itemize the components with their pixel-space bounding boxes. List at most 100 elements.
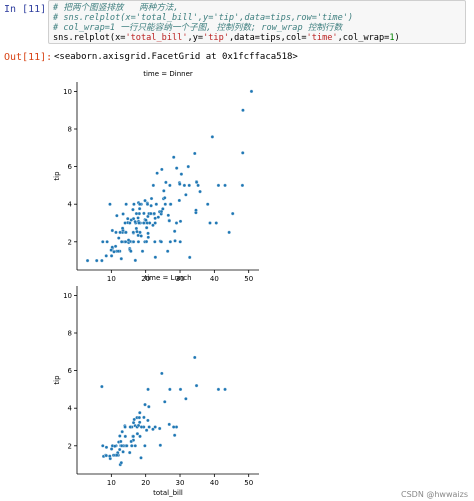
data-point-0-128 (113, 244, 118, 249)
data-point-0-49 (144, 225, 149, 230)
data-point-1-17 (120, 429, 124, 434)
data-point-0-142 (112, 250, 116, 254)
data-point-0-125 (149, 211, 153, 216)
data-point-0-133 (126, 238, 131, 242)
data-point-0-137 (133, 219, 137, 224)
data-point-1-80 (143, 402, 147, 407)
data-point-1-79 (131, 420, 136, 425)
x-tick-label-1-2: 30 (176, 479, 185, 487)
data-point-0-123 (136, 240, 141, 244)
data-point-1-52 (167, 422, 171, 427)
data-point-0-139 (128, 221, 132, 225)
data-point-0-87 (171, 155, 176, 159)
data-point-1-30 (132, 417, 136, 422)
data-point-0-94 (178, 182, 182, 186)
data-point-0-101 (187, 183, 191, 188)
data-point-0-65 (153, 255, 158, 259)
data-point-1-22 (123, 425, 127, 429)
data-point-1-87 (131, 434, 136, 439)
data-point-0-43 (140, 249, 145, 253)
data-point-0-151 (118, 230, 122, 235)
code-mid-3: ,col_wrap= (337, 33, 390, 43)
data-point-0-108 (198, 189, 202, 194)
facet-title-0: time = Dinner (143, 70, 193, 78)
data-point-0-37 (137, 206, 142, 211)
data-point-0-152 (110, 228, 115, 233)
data-point-0-119 (241, 108, 245, 112)
data-point-0-41 (139, 234, 143, 238)
data-point-0-57 (149, 203, 153, 208)
data-point-1-77 (124, 444, 129, 448)
data-point-1-83 (119, 460, 124, 465)
code-string-time: 'time' (306, 33, 338, 43)
x-tick-label-1-3: 40 (210, 479, 219, 487)
data-point-0-36 (137, 211, 142, 216)
data-point-0-155 (123, 221, 127, 225)
data-point-0-131 (109, 248, 113, 252)
data-point-1-41 (142, 415, 146, 420)
data-point-1-49 (157, 426, 162, 431)
data-point-0-115 (227, 230, 231, 235)
data-point-0-33 (136, 216, 140, 220)
x-tick-label-0-4: 50 (244, 275, 253, 283)
data-point-0-157 (134, 211, 139, 216)
data-point-0-120 (249, 89, 254, 94)
data-point-0-116 (230, 211, 235, 216)
data-point-1-39 (139, 456, 143, 460)
data-point-0-113 (216, 183, 221, 188)
data-point-0-84 (168, 240, 173, 244)
y-axis-label-0: tip (53, 171, 61, 181)
data-point-0-1 (94, 258, 99, 263)
data-point-1-35 (136, 423, 141, 428)
code-mid-2: ,data=tips,col= (228, 33, 307, 43)
y-tick-label-1-4: 10 (63, 292, 72, 300)
data-point-1-0 (101, 444, 105, 448)
y-tick-label-0-4: 10 (63, 88, 72, 96)
output-repr: <seaborn.axisgrid.FacetGrid at 0x1fcffac… (54, 52, 298, 62)
code-string-tip: 'tip' (203, 33, 229, 43)
data-point-0-10 (119, 256, 124, 261)
data-point-1-58 (193, 355, 197, 360)
data-point-0-53 (146, 235, 151, 240)
data-point-0-79 (165, 249, 170, 253)
data-point-1-51 (163, 400, 167, 404)
data-point-0-56 (147, 221, 152, 225)
data-point-1-89 (115, 453, 119, 457)
data-point-0-99 (184, 193, 188, 197)
data-point-1-5 (109, 447, 114, 451)
data-point-0-32 (135, 229, 139, 234)
data-point-1-38 (138, 434, 142, 439)
data-point-1-44 (147, 404, 151, 409)
data-point-0-88 (172, 229, 177, 234)
data-point-1-75 (104, 445, 109, 450)
data-point-1-66 (133, 444, 138, 448)
y-tick-label-0-2: 6 (68, 163, 73, 171)
data-point-1-67 (128, 425, 133, 429)
code-cell-input[interactable]: # 把两个图竖排放 两种方法, # sns.relplot(x='total_b… (48, 0, 466, 44)
data-point-1-45 (146, 387, 150, 392)
data-point-0-3 (105, 240, 109, 244)
data-point-0-149 (119, 240, 124, 244)
y-tick-label-1-2: 6 (68, 367, 73, 375)
data-point-0-141 (115, 213, 119, 218)
code-string-total-bill: 'total_bill' (125, 33, 188, 43)
data-point-0-107 (196, 183, 200, 188)
data-point-0-90 (174, 221, 179, 225)
data-point-0-136 (120, 226, 125, 231)
data-point-1-36 (137, 420, 142, 425)
x-axis-label-1: total_bill (153, 489, 183, 497)
data-point-0-58 (149, 196, 154, 201)
data-point-1-47 (151, 427, 155, 432)
data-point-0-127 (116, 249, 121, 253)
data-point-0-143 (108, 202, 112, 206)
data-point-0-124 (142, 221, 146, 225)
data-point-0-156 (163, 202, 168, 206)
x-tick-label-1-4: 50 (244, 479, 253, 487)
x-tick-label-1-1: 20 (141, 479, 150, 487)
data-point-1-23 (123, 434, 128, 439)
data-point-0-96 (178, 219, 183, 224)
data-point-0-105 (194, 208, 198, 212)
data-point-0-66 (154, 202, 159, 206)
data-point-0-62 (152, 211, 156, 216)
data-point-0-15 (123, 240, 128, 244)
